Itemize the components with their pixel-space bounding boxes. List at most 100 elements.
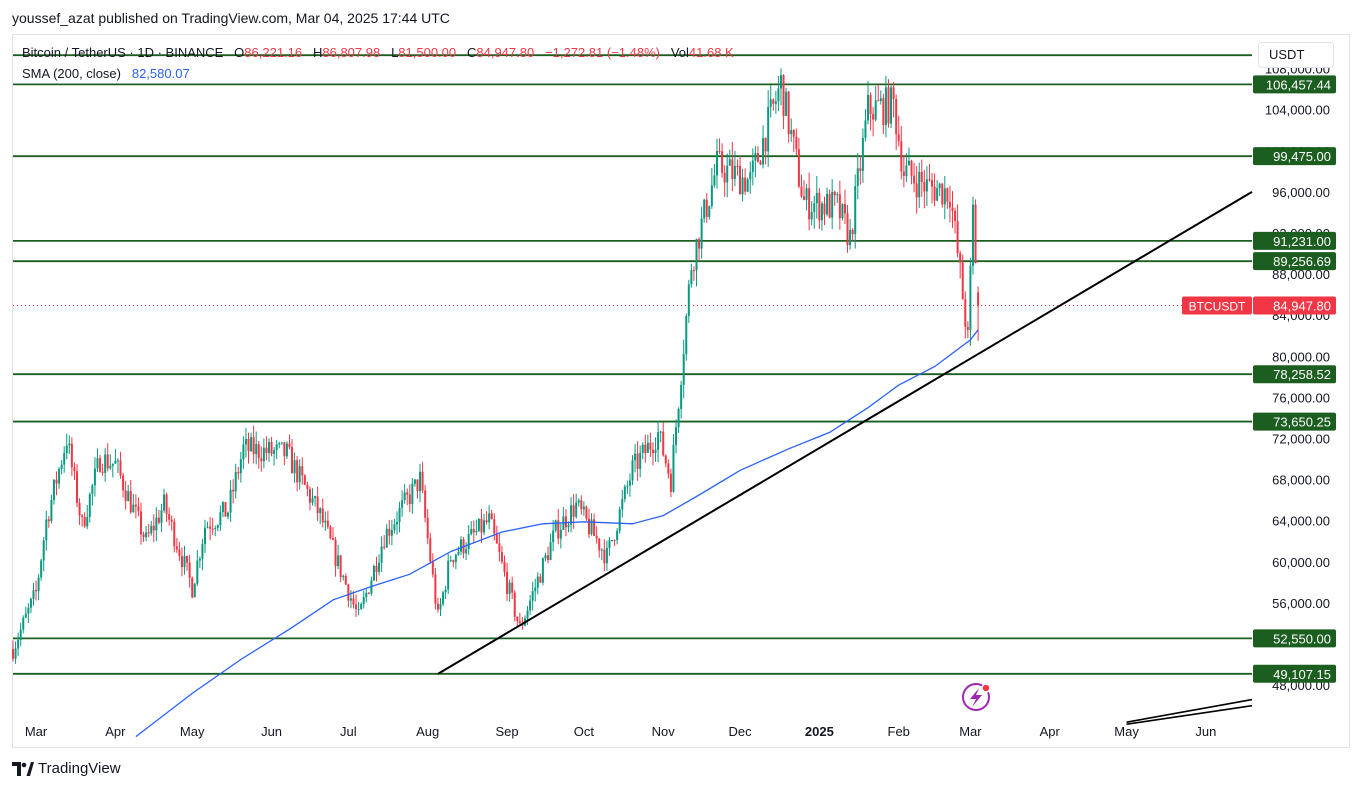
candle-body: [239, 459, 242, 474]
candle-body: [401, 500, 404, 508]
time-tick-label: Oct: [574, 724, 595, 739]
candle-body: [672, 444, 675, 492]
candle-body: [196, 560, 199, 584]
candle-body: [106, 454, 109, 469]
sma-label: SMA (200, close): [22, 66, 121, 81]
candle-body: [65, 445, 68, 454]
candle-body: [398, 507, 401, 522]
candle-body: [897, 134, 900, 142]
footer-brand[interactable]: TradingView: [12, 760, 121, 777]
candle-body: [329, 526, 332, 538]
lightning-alert-icon[interactable]: [970, 688, 982, 707]
candle-body: [800, 186, 803, 197]
candle-body: [55, 479, 58, 484]
candle-body: [255, 444, 258, 455]
candle-body: [201, 544, 204, 559]
candle-body: [296, 460, 299, 483]
time-tick-label: Mar: [959, 724, 982, 739]
candle-body: [974, 204, 977, 263]
candle-body: [616, 530, 619, 541]
candle-body: [29, 598, 32, 608]
sma-line: [135, 329, 979, 738]
candle-body: [262, 447, 265, 462]
candle-body: [534, 587, 537, 592]
candle-body: [938, 183, 941, 189]
candle-body: [649, 442, 652, 450]
candle-body: [293, 460, 296, 474]
sma-legend[interactable]: SMA (200, close) 82,580.07: [22, 66, 190, 81]
candle-body: [703, 199, 706, 219]
candle-body: [375, 565, 378, 572]
candle-body: [639, 453, 642, 469]
candle-body: [214, 527, 217, 529]
candle-body: [931, 180, 934, 187]
candle-body: [96, 458, 99, 469]
candle-body: [872, 114, 875, 120]
candle-body: [444, 589, 447, 593]
candle-body: [221, 502, 224, 513]
level-label-box: [1253, 252, 1336, 271]
time-tick-label: Feb: [888, 724, 910, 739]
time-tick-label: Apr: [1040, 724, 1061, 739]
footer-brand-text: TradingView: [38, 760, 121, 777]
candle-body: [511, 582, 514, 593]
support-trendline[interactable]: [437, 191, 1253, 675]
candle-body: [956, 220, 959, 254]
candle-body: [948, 201, 951, 208]
candle-body: [746, 179, 749, 192]
candle-body: [14, 648, 17, 659]
candle-body: [101, 471, 104, 473]
candle-body: [721, 151, 724, 173]
symbol-title[interactable]: Bitcoin / TetherUS · 1D · BINANCE: [22, 45, 224, 60]
sma-200-line[interactable]: [135, 329, 979, 738]
time-tick-label: Mar: [25, 724, 48, 739]
alert-button[interactable]: [962, 683, 991, 711]
change-value: −1,272.81 (−1.48%): [545, 45, 660, 60]
candle-body: [383, 546, 386, 548]
ohlc-legend: Bitcoin / TetherUS · 1D · BINANCE O86,22…: [22, 45, 734, 60]
candle-body: [564, 516, 567, 528]
candle-body: [774, 101, 777, 104]
candle-body: [667, 463, 670, 474]
candle-body: [60, 464, 63, 469]
candle-body: [331, 537, 334, 540]
currency-button[interactable]: USDT: [1258, 42, 1334, 68]
candle-body: [411, 483, 414, 505]
candle-body: [257, 444, 260, 459]
candle-body: [267, 442, 270, 454]
time-tick-label: May: [180, 724, 205, 739]
candle-body: [715, 150, 718, 176]
candle-body: [129, 491, 132, 513]
candle-body: [406, 492, 409, 495]
projection-trendline[interactable]: [1126, 704, 1253, 726]
candle-body: [654, 450, 657, 453]
candle-body: [252, 437, 255, 455]
candle-body: [675, 427, 678, 445]
time-axis: Mar Apr May Jun Jul Aug Sep Oct Nov Dec 2025 Feb Mar…: [25, 724, 1217, 739]
candle-body: [585, 506, 588, 519]
candle-body: [122, 475, 125, 491]
candle-body: [920, 171, 923, 183]
candle-body: [265, 447, 268, 454]
level-label: 78,258.52: [1273, 367, 1331, 382]
publish-info: youssef_azat published on TradingView.co…: [12, 10, 450, 26]
candle-body: [739, 165, 742, 195]
candle-body: [114, 460, 117, 464]
candle-body: [119, 460, 122, 476]
candle-body: [762, 138, 765, 165]
candle-body: [27, 607, 30, 614]
projection-trendline[interactable]: [1126, 698, 1253, 723]
level-label-box: [1253, 231, 1336, 250]
candle-body: [508, 582, 511, 594]
time-tick-label: Jul: [340, 724, 357, 739]
candle-body: [623, 486, 626, 500]
candle-body: [731, 159, 734, 179]
candle-body: [93, 468, 96, 486]
candle-body: [378, 562, 381, 572]
candle-body: [224, 502, 227, 517]
candle-body: [733, 165, 736, 179]
candle-body: [808, 188, 811, 220]
candle-body: [334, 539, 337, 567]
candle-body: [32, 590, 35, 599]
